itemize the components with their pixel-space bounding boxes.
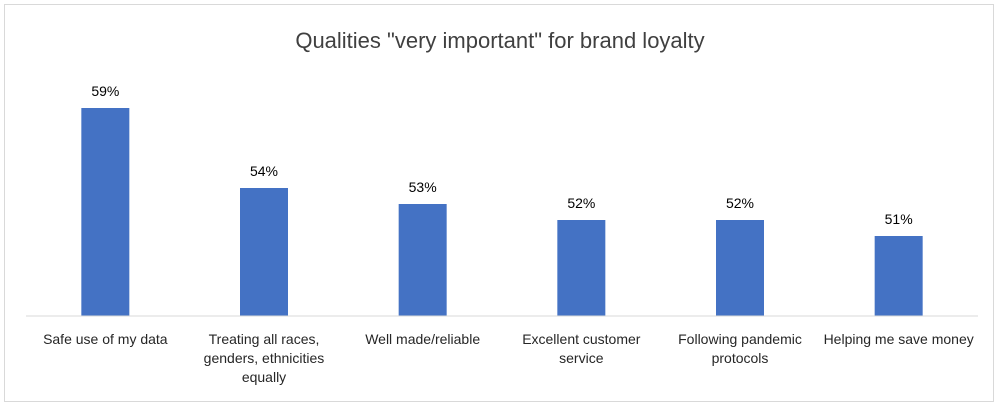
data-labels-layer: 59% 54% 53% 52% 52% 51% [91, 83, 912, 227]
data-label-2: 54% [250, 163, 278, 179]
category-label-6: Helping me save money [824, 331, 974, 347]
data-label-6: 51% [885, 211, 913, 227]
data-label-3: 53% [409, 179, 437, 195]
bar-6 [874, 236, 923, 316]
data-label-4: 52% [567, 195, 595, 211]
category-label-line: Well made/reliable [365, 331, 480, 347]
category-label-line: Helping me save money [824, 331, 974, 347]
category-label-line: equally [242, 369, 286, 385]
category-label-line: genders, ethnicities [204, 350, 325, 366]
category-label-2: Treating all races, genders, ethnicities e… [204, 331, 325, 385]
category-label-line: Safe use of my data [43, 331, 168, 347]
data-label-5: 52% [726, 195, 754, 211]
bar-1 [81, 108, 130, 316]
category-labels-layer: Safe use of my data Treating all races, ge… [43, 331, 974, 385]
chart-frame [4, 4, 994, 402]
bar-5 [716, 220, 764, 316]
category-label-3: Well made/reliable [365, 331, 480, 347]
category-label-5: Following pandemic protocols [678, 331, 802, 366]
category-label-line: Treating all races, [209, 331, 320, 347]
category-label-line: Following pandemic [678, 331, 802, 347]
category-label-line: service [559, 350, 604, 366]
category-label-1: Safe use of my data [43, 331, 168, 347]
bar-4 [557, 220, 606, 316]
bars-layer [81, 108, 923, 316]
category-label-line: Excellent customer [522, 331, 641, 347]
bar-2 [240, 188, 288, 316]
data-label-1: 59% [91, 83, 119, 99]
category-label-4: Excellent customer service [522, 331, 641, 366]
chart-title: Qualities "very important" for brand loy… [295, 28, 704, 53]
bar-3 [398, 204, 447, 316]
category-label-line: protocols [712, 350, 769, 366]
